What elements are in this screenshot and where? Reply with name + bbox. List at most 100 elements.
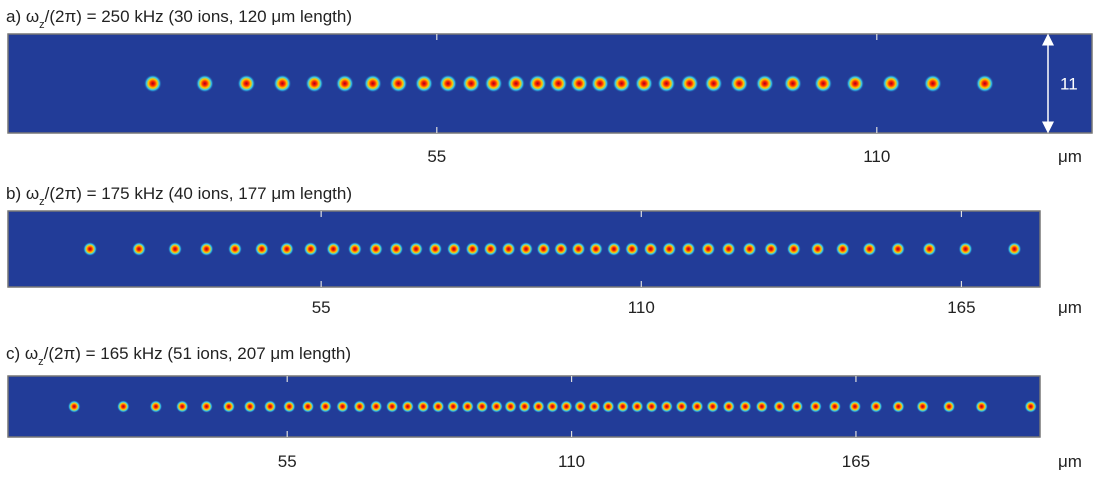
- ion: [616, 400, 629, 413]
- ion: [891, 242, 905, 256]
- ion: [389, 242, 403, 256]
- ion: [722, 400, 735, 413]
- ion: [283, 400, 296, 413]
- ion: [814, 75, 832, 93]
- ion: [892, 400, 905, 413]
- x-tick-label: 55: [427, 147, 446, 166]
- ion: [1007, 242, 1021, 256]
- ion: [529, 75, 547, 93]
- ion: [916, 400, 929, 413]
- ion: [662, 242, 676, 256]
- panel-title: a) ωz/(2π) = 250 kHz (30 ions, 120 μm le…: [6, 7, 352, 31]
- ion: [975, 400, 988, 413]
- ion: [705, 75, 723, 93]
- ion: [976, 75, 994, 93]
- ion: [518, 400, 531, 413]
- ion: [168, 242, 182, 256]
- ion: [536, 242, 550, 256]
- ion: [882, 75, 900, 93]
- ion: [301, 400, 314, 413]
- ion: [228, 242, 242, 256]
- ion: [958, 242, 972, 256]
- x-axis-unit: μm: [1058, 298, 1082, 317]
- ion: [657, 75, 675, 93]
- ion: [196, 75, 214, 93]
- x-tick-label: 110: [558, 452, 585, 471]
- ion: [730, 75, 748, 93]
- ion: [465, 242, 479, 256]
- ion: [507, 75, 525, 93]
- ion: [336, 400, 349, 413]
- ion: [462, 75, 480, 93]
- ion: [739, 400, 752, 413]
- ion: [571, 242, 585, 256]
- x-tick-label: 55: [312, 298, 331, 317]
- ion: [660, 400, 673, 413]
- ion: [432, 400, 445, 413]
- ion: [417, 400, 430, 413]
- ion: [764, 242, 778, 256]
- x-tick-label: 165: [842, 452, 870, 471]
- scale-bar-label: 11: [1060, 398, 1078, 417]
- ion: [237, 75, 255, 93]
- ion: [348, 242, 362, 256]
- ion: [132, 242, 146, 256]
- ion: [742, 242, 756, 256]
- ion: [504, 400, 517, 413]
- ion: [305, 75, 323, 93]
- ion: [613, 75, 631, 93]
- title-part: /(2π) = 165 kHz (51 ions, 207 μm length): [44, 344, 351, 363]
- title-part: a) ω: [6, 7, 39, 26]
- ion: [922, 242, 936, 256]
- ion: [811, 242, 825, 256]
- ion: [83, 242, 97, 256]
- figure: a) ωz/(2π) = 250 kHz (30 ions, 120 μm le…: [0, 0, 1102, 478]
- ion: [691, 400, 704, 413]
- ion: [447, 242, 461, 256]
- ion: [643, 242, 657, 256]
- ion: [574, 400, 587, 413]
- ion: [554, 242, 568, 256]
- ion: [862, 242, 876, 256]
- ion: [591, 75, 609, 93]
- ion: [755, 400, 768, 413]
- ion: [681, 75, 699, 93]
- ion: [607, 242, 621, 256]
- x-tick-label: 165: [947, 298, 975, 317]
- ion: [836, 242, 850, 256]
- title-part: b) ω: [6, 184, 39, 203]
- ion: [326, 242, 340, 256]
- ion: [336, 75, 354, 93]
- ion: [501, 242, 515, 256]
- ion: [784, 75, 802, 93]
- ion: [490, 400, 503, 413]
- ion: [144, 75, 162, 93]
- ion: [701, 242, 715, 256]
- ion: [409, 242, 423, 256]
- ion: [447, 400, 460, 413]
- ion: [428, 242, 442, 256]
- ion: [602, 400, 615, 413]
- ion: [386, 400, 399, 413]
- ion: [264, 400, 277, 413]
- ion: [588, 400, 601, 413]
- ion: [924, 75, 942, 93]
- ion: [706, 400, 719, 413]
- ion: [68, 400, 81, 413]
- ion: [200, 400, 213, 413]
- x-tick-label: 110: [628, 298, 655, 317]
- ion: [389, 75, 407, 93]
- ion: [319, 400, 332, 413]
- ion: [401, 400, 414, 413]
- ion: [791, 400, 804, 413]
- title-part: /(2π) = 175 kHz (40 ions, 177 μm length): [45, 184, 352, 203]
- ion: [176, 400, 189, 413]
- ion: [549, 75, 567, 93]
- ion: [280, 242, 294, 256]
- ion: [773, 400, 786, 413]
- x-tick-label: 55: [278, 452, 297, 471]
- scale-bar-label: 11: [1060, 75, 1078, 94]
- ion: [476, 400, 489, 413]
- ion: [273, 75, 291, 93]
- ion: [461, 400, 474, 413]
